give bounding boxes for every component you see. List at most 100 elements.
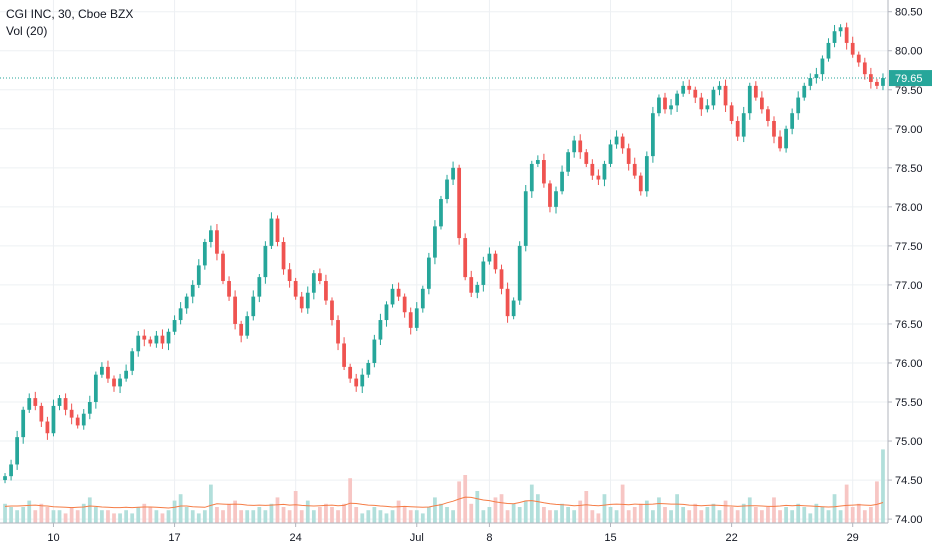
candle-body [439, 199, 443, 227]
candle-body [426, 257, 431, 289]
candle-body [790, 113, 795, 129]
volume-bar [293, 491, 298, 523]
volume-bar [269, 503, 274, 523]
candle [608, 139, 613, 168]
candle [184, 293, 189, 314]
candle-body [572, 140, 577, 153]
volume-bar [15, 510, 20, 523]
candle [287, 263, 292, 288]
volume-bar [560, 503, 564, 523]
candle [469, 270, 474, 298]
candle [687, 79, 692, 95]
grid [0, 0, 888, 523]
candle [360, 368, 365, 394]
candle-body [378, 320, 383, 340]
candle [759, 91, 764, 114]
candle [796, 91, 801, 120]
volume-bar [808, 513, 813, 523]
volume-bar [209, 484, 213, 523]
candle-body [560, 171, 564, 192]
candle [257, 273, 262, 303]
candle [451, 161, 455, 186]
volume-bar [566, 507, 571, 523]
candle [9, 459, 13, 481]
candle [766, 106, 770, 127]
volume-bar [753, 507, 758, 523]
candle-body [517, 245, 522, 301]
volume-bar [632, 507, 637, 523]
candle [118, 373, 122, 394]
volume-bar [317, 507, 322, 523]
volume-bar [711, 503, 716, 523]
volume-bar [439, 503, 443, 523]
volume-bar [548, 510, 552, 523]
candle-body [402, 296, 407, 313]
candle-body [826, 42, 831, 59]
volume-bar [299, 510, 304, 523]
volume-bar [336, 510, 340, 523]
candle-body [93, 374, 98, 403]
volume-bar [239, 510, 244, 523]
volume-bar [862, 510, 867, 523]
candle-body [808, 78, 813, 86]
time-axis[interactable]: 10 17 24 Jul 8 15 22 29 [0, 522, 888, 544]
candle [663, 92, 667, 114]
candle-body [420, 288, 425, 309]
candle [493, 250, 498, 274]
volume-bar [396, 500, 401, 523]
volume-bar [45, 507, 50, 523]
volume-bar [651, 510, 655, 523]
candle-body [215, 230, 219, 254]
candle [166, 328, 171, 351]
candle-body [487, 253, 492, 262]
candle [433, 220, 437, 265]
candle [850, 36, 855, 58]
volume-indicator-title[interactable]: Vol (20) [6, 24, 48, 38]
time-tick-label: Jul [410, 532, 424, 544]
volume-bar [705, 507, 710, 523]
candle-body [81, 413, 86, 426]
candle [142, 329, 147, 347]
candle [396, 282, 401, 301]
candle-body [693, 89, 698, 98]
candle [657, 94, 661, 117]
candle [251, 290, 256, 321]
volume-bar [39, 503, 44, 523]
legend: CGI INC, 30, Cboe BZX Vol (20) [6, 6, 133, 40]
volume-bar [747, 497, 752, 523]
candle [202, 238, 207, 270]
candle [221, 250, 225, 285]
candle [832, 24, 837, 48]
candle-body [796, 97, 801, 114]
candle-body [638, 175, 643, 192]
volume-bar [542, 507, 546, 523]
symbol-title[interactable]: CGI INC, 30, Cboe BZX [6, 7, 134, 21]
candle-body [15, 437, 20, 465]
candle-body [875, 81, 879, 86]
price-tick-label: 75.50 [895, 397, 923, 409]
candle-body [324, 281, 328, 301]
candle-body [548, 183, 552, 207]
time-tick-label: 24 [290, 532, 302, 544]
volume-bar [178, 494, 183, 523]
candle-body [245, 316, 250, 336]
candle-body [299, 296, 304, 309]
candle-body [51, 405, 56, 434]
candle-body [269, 218, 274, 246]
candle [790, 108, 795, 135]
volume-bar [554, 510, 558, 523]
candle-body [330, 300, 334, 321]
volume-bar [505, 510, 510, 523]
candle [75, 414, 80, 429]
price-tick-label: 74.50 [895, 475, 923, 487]
volume-bar [590, 510, 595, 523]
candle-body [27, 398, 32, 410]
candle-body [608, 144, 613, 164]
time-tick-label: 22 [725, 532, 737, 544]
candle-body [766, 109, 770, 121]
candle-body [663, 97, 667, 110]
volume-bar [305, 500, 310, 523]
price-axis[interactable]: 74.00 74.50 75.00 75.50 76.00 76.50 77.00 77.50… [887, 0, 932, 526]
